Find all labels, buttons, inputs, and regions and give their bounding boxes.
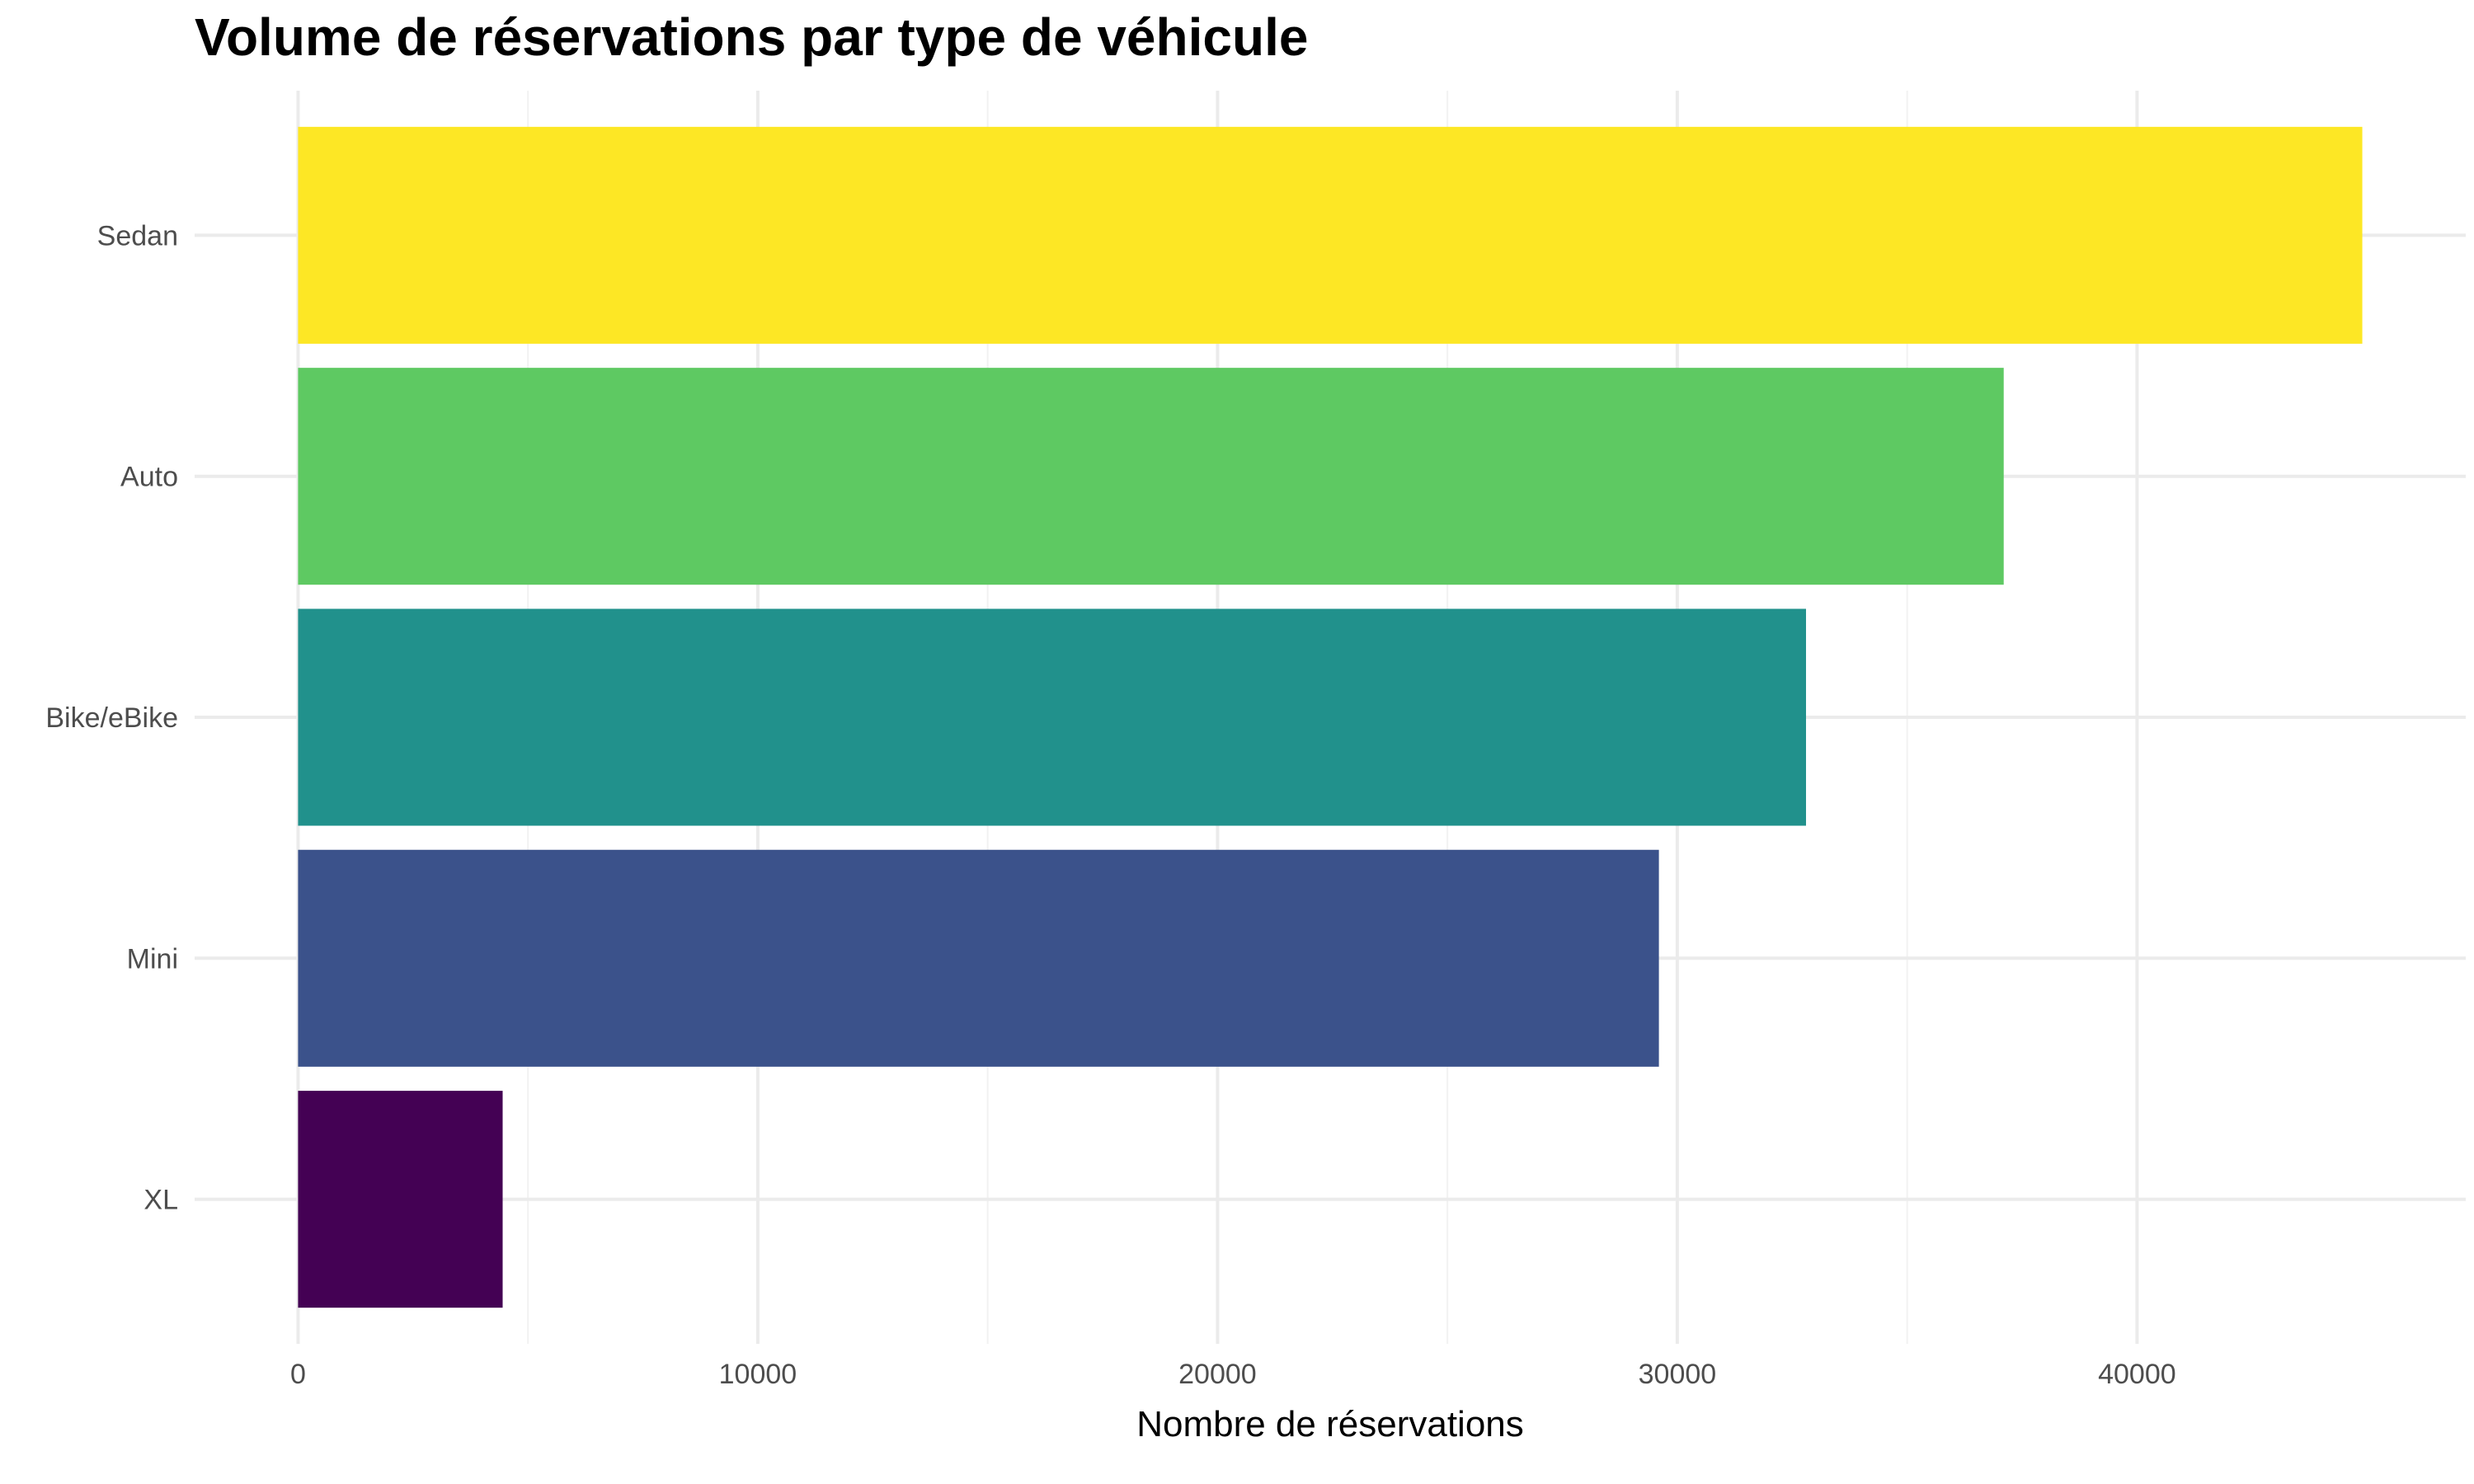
x-tick-label: 40000 [2098, 1359, 2176, 1390]
x-axis-title: Nombre de réservations [1136, 1404, 1524, 1444]
x-tick-label: 10000 [719, 1359, 797, 1390]
x-tick-label: 30000 [1639, 1359, 1717, 1390]
y-axis-tick-labels: Sedan Auto Bike/eBike Mini XL [45, 220, 178, 1215]
y-tick-label: Bike/eBike [45, 702, 178, 734]
chart-title: Volume de réservations par type de véhic… [195, 7, 1309, 67]
x-tick-label: 0 [290, 1359, 306, 1390]
bar-sedan [298, 126, 2363, 344]
y-tick-label: Mini [127, 943, 178, 974]
bar-xl [298, 1091, 503, 1308]
bar-bike-ebike [298, 608, 1807, 826]
y-tick-label: XL [143, 1185, 178, 1216]
x-axis-tick-labels: 0 10000 20000 30000 40000 [290, 1359, 2176, 1390]
x-tick-label: 20000 [1178, 1359, 1257, 1390]
y-tick-label: Auto [120, 462, 178, 493]
bar-mini [298, 849, 1659, 1067]
bars [298, 126, 2363, 1308]
y-tick-label: Sedan [97, 220, 178, 251]
bar-auto [298, 368, 2004, 585]
